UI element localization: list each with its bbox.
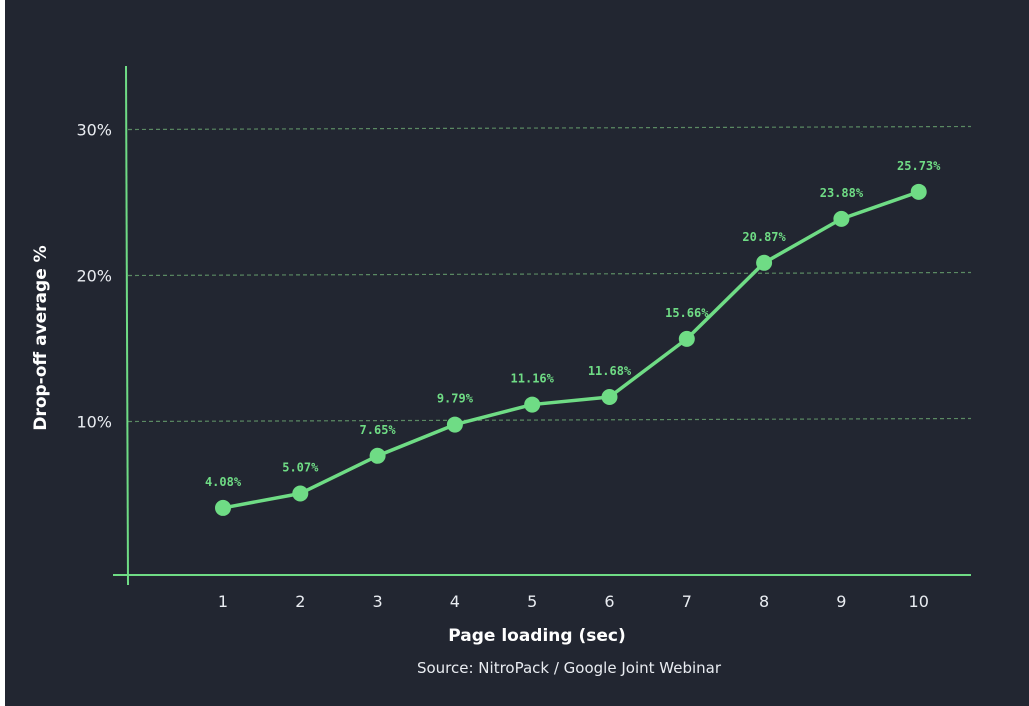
data-point <box>369 447 386 464</box>
data-point <box>678 330 695 347</box>
data-label: 9.79% <box>437 392 474 406</box>
data-point <box>292 485 309 502</box>
data-label: 11.16% <box>511 372 555 386</box>
x-axis-title: Page loading (sec) <box>448 626 626 646</box>
x-tick-label: 2 <box>295 592 305 611</box>
gridlines <box>127 125 972 423</box>
data-point <box>910 183 927 200</box>
x-tick-label: 10 <box>909 592 929 611</box>
x-tick-label: 6 <box>604 592 614 611</box>
data-label: 25.73% <box>897 159 941 173</box>
data-point <box>601 388 618 405</box>
data-label: 15.66% <box>665 306 709 320</box>
gridline <box>127 417 972 423</box>
series-drop-off <box>215 183 927 516</box>
x-tick-label: 1 <box>218 592 228 611</box>
gridline <box>127 125 972 131</box>
data-label: 5.07% <box>282 460 319 474</box>
x-tick-label: 3 <box>373 592 383 611</box>
y-tick-label: 10% <box>76 413 112 432</box>
data-point <box>215 499 231 516</box>
data-labels: 4.08% 5.07% 7.65% 9.79% 11.16% 11.68% 15.66% 20… <box>205 159 941 489</box>
source-note: Source: NitroPack / Google Joint Webinar <box>417 659 722 677</box>
data-point <box>446 416 463 433</box>
x-tick-label: 5 <box>527 592 537 611</box>
x-tick-label: 9 <box>836 592 846 611</box>
data-label: 20.87% <box>742 230 786 244</box>
y-tick-label: 20% <box>76 267 112 286</box>
data-point <box>833 210 850 227</box>
y-tick-label: 30% <box>76 121 112 140</box>
x-tick-label: 4 <box>450 592 460 611</box>
x-tick-label: 8 <box>759 592 769 611</box>
y-axis-line <box>125 65 129 586</box>
y-tick-labels: 10% 20% 30% <box>76 121 112 432</box>
data-label: 11.68% <box>588 364 632 378</box>
chart-panel <box>5 0 1029 706</box>
series-line <box>221 190 921 510</box>
data-point <box>756 254 773 271</box>
data-label: 23.88% <box>820 186 864 200</box>
data-label: 4.08% <box>205 475 242 489</box>
axes <box>113 65 971 586</box>
data-point <box>524 396 541 413</box>
data-label: 7.65% <box>360 423 397 437</box>
x-tick-labels: 1 2 3 4 5 6 7 8 9 10 <box>218 592 929 611</box>
y-axis-title: Drop-off average % <box>31 245 51 430</box>
x-tick-label: 7 <box>682 592 692 611</box>
gridline <box>127 271 972 277</box>
